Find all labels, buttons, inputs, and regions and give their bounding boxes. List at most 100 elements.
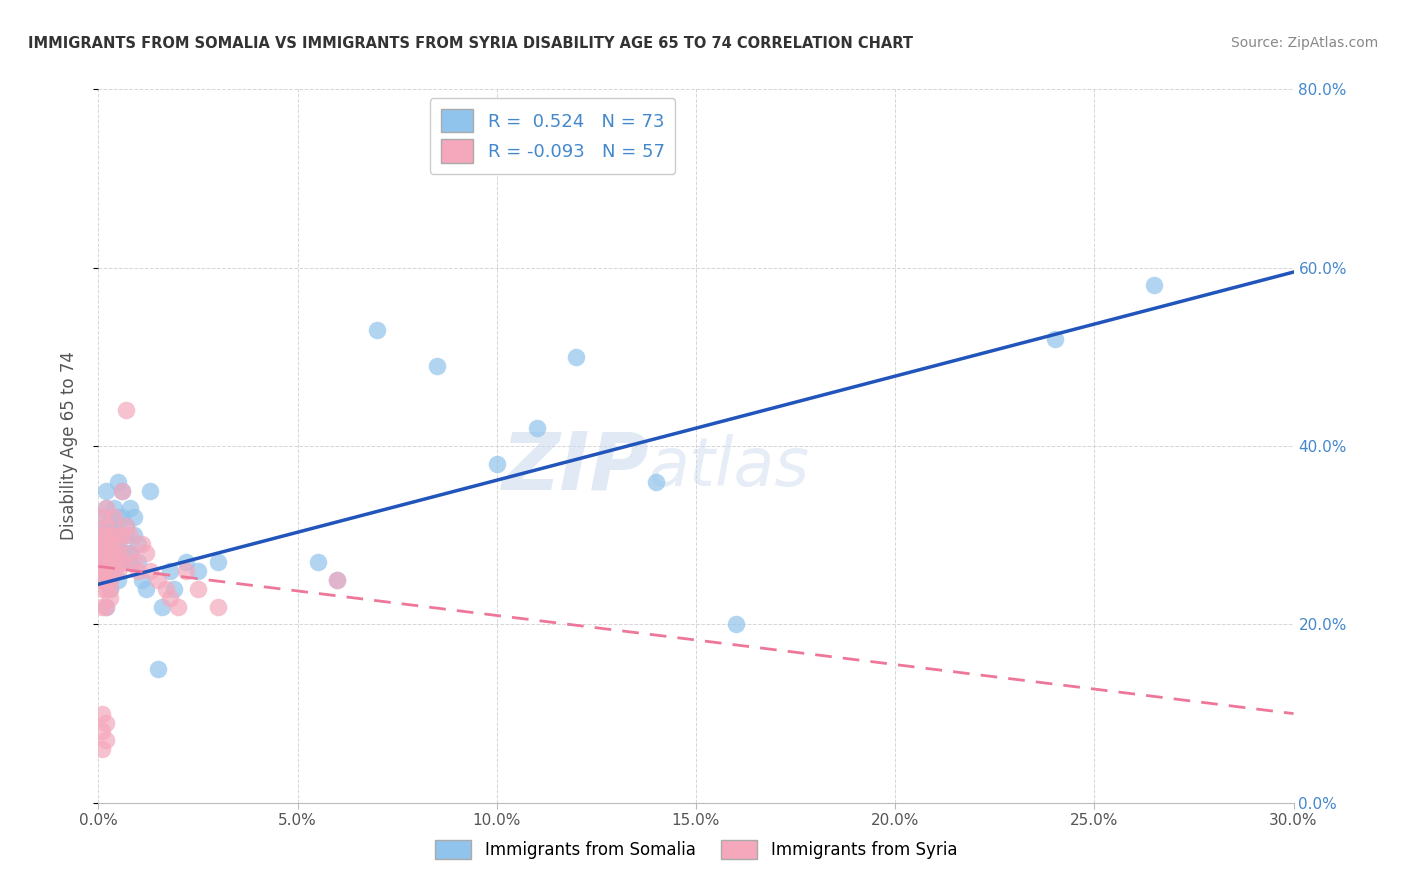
Point xyxy=(366,323,388,337)
Point xyxy=(127,537,149,551)
Point xyxy=(159,591,181,605)
Point xyxy=(107,475,129,489)
Point xyxy=(724,617,747,632)
Point xyxy=(98,555,122,569)
Point xyxy=(98,573,122,587)
Point xyxy=(103,528,125,542)
Point xyxy=(96,528,118,542)
Point xyxy=(139,564,162,578)
Text: atlas: atlas xyxy=(648,434,810,500)
Point xyxy=(115,519,138,533)
Point xyxy=(91,724,114,739)
Point xyxy=(103,555,125,569)
Point xyxy=(91,528,114,542)
Point xyxy=(187,582,209,596)
Point xyxy=(111,555,134,569)
Point xyxy=(98,564,122,578)
Point xyxy=(148,573,170,587)
Point xyxy=(96,501,118,516)
Point xyxy=(107,537,129,551)
Point xyxy=(174,555,197,569)
Point xyxy=(103,546,125,560)
Point xyxy=(187,564,209,578)
Point xyxy=(127,555,149,569)
Point xyxy=(103,537,125,551)
Point xyxy=(91,528,114,542)
Point xyxy=(120,528,142,542)
Point xyxy=(115,528,138,542)
Point xyxy=(103,564,125,578)
Point xyxy=(103,519,125,533)
Point xyxy=(98,537,122,551)
Point xyxy=(96,519,118,533)
Point xyxy=(98,573,122,587)
Point xyxy=(98,591,122,605)
Point xyxy=(103,555,125,569)
Point xyxy=(98,546,122,560)
Point xyxy=(107,528,129,542)
Y-axis label: Disability Age 65 to 74: Disability Age 65 to 74 xyxy=(59,351,77,541)
Point xyxy=(98,510,122,524)
Point xyxy=(120,546,142,560)
Point xyxy=(91,546,114,560)
Point xyxy=(207,555,229,569)
Point xyxy=(115,403,138,417)
Point xyxy=(96,483,118,498)
Point xyxy=(131,537,153,551)
Point xyxy=(120,555,142,569)
Point xyxy=(98,528,122,542)
Point xyxy=(565,350,588,364)
Point xyxy=(307,555,329,569)
Point xyxy=(91,546,114,560)
Point xyxy=(98,582,122,596)
Point xyxy=(107,546,129,560)
Point xyxy=(107,546,129,560)
Point xyxy=(111,528,134,542)
Point xyxy=(326,573,349,587)
Point xyxy=(127,564,149,578)
Point xyxy=(111,483,134,498)
Point xyxy=(96,573,118,587)
Point xyxy=(98,546,122,560)
Point xyxy=(91,510,114,524)
Point xyxy=(124,528,146,542)
Point xyxy=(96,528,118,542)
Point xyxy=(167,599,190,614)
Point xyxy=(111,555,134,569)
Point xyxy=(111,546,134,560)
Point xyxy=(139,483,162,498)
Point xyxy=(120,501,142,516)
Point xyxy=(107,510,129,524)
Point xyxy=(98,555,122,569)
Point xyxy=(98,582,122,596)
Text: IMMIGRANTS FROM SOMALIA VS IMMIGRANTS FROM SYRIA DISABILITY AGE 65 TO 74 CORRELA: IMMIGRANTS FROM SOMALIA VS IMMIGRANTS FR… xyxy=(28,36,912,51)
Point xyxy=(96,582,118,596)
Point xyxy=(96,733,118,747)
Point xyxy=(96,546,118,560)
Point xyxy=(124,555,146,569)
Point xyxy=(103,546,125,560)
Point xyxy=(96,546,118,560)
Point xyxy=(207,599,229,614)
Point xyxy=(96,564,118,578)
Point xyxy=(96,564,118,578)
Point xyxy=(148,662,170,676)
Point xyxy=(120,546,142,560)
Point xyxy=(115,519,138,533)
Point xyxy=(96,599,118,614)
Point xyxy=(326,573,349,587)
Point xyxy=(96,555,118,569)
Point xyxy=(159,564,181,578)
Point xyxy=(135,582,157,596)
Point xyxy=(426,359,449,373)
Point xyxy=(107,537,129,551)
Point xyxy=(103,510,125,524)
Point xyxy=(91,510,114,524)
Point xyxy=(98,528,122,542)
Point xyxy=(91,555,114,569)
Point xyxy=(96,715,118,730)
Point xyxy=(96,555,118,569)
Point xyxy=(96,573,118,587)
Point xyxy=(107,555,129,569)
Point xyxy=(96,537,118,551)
